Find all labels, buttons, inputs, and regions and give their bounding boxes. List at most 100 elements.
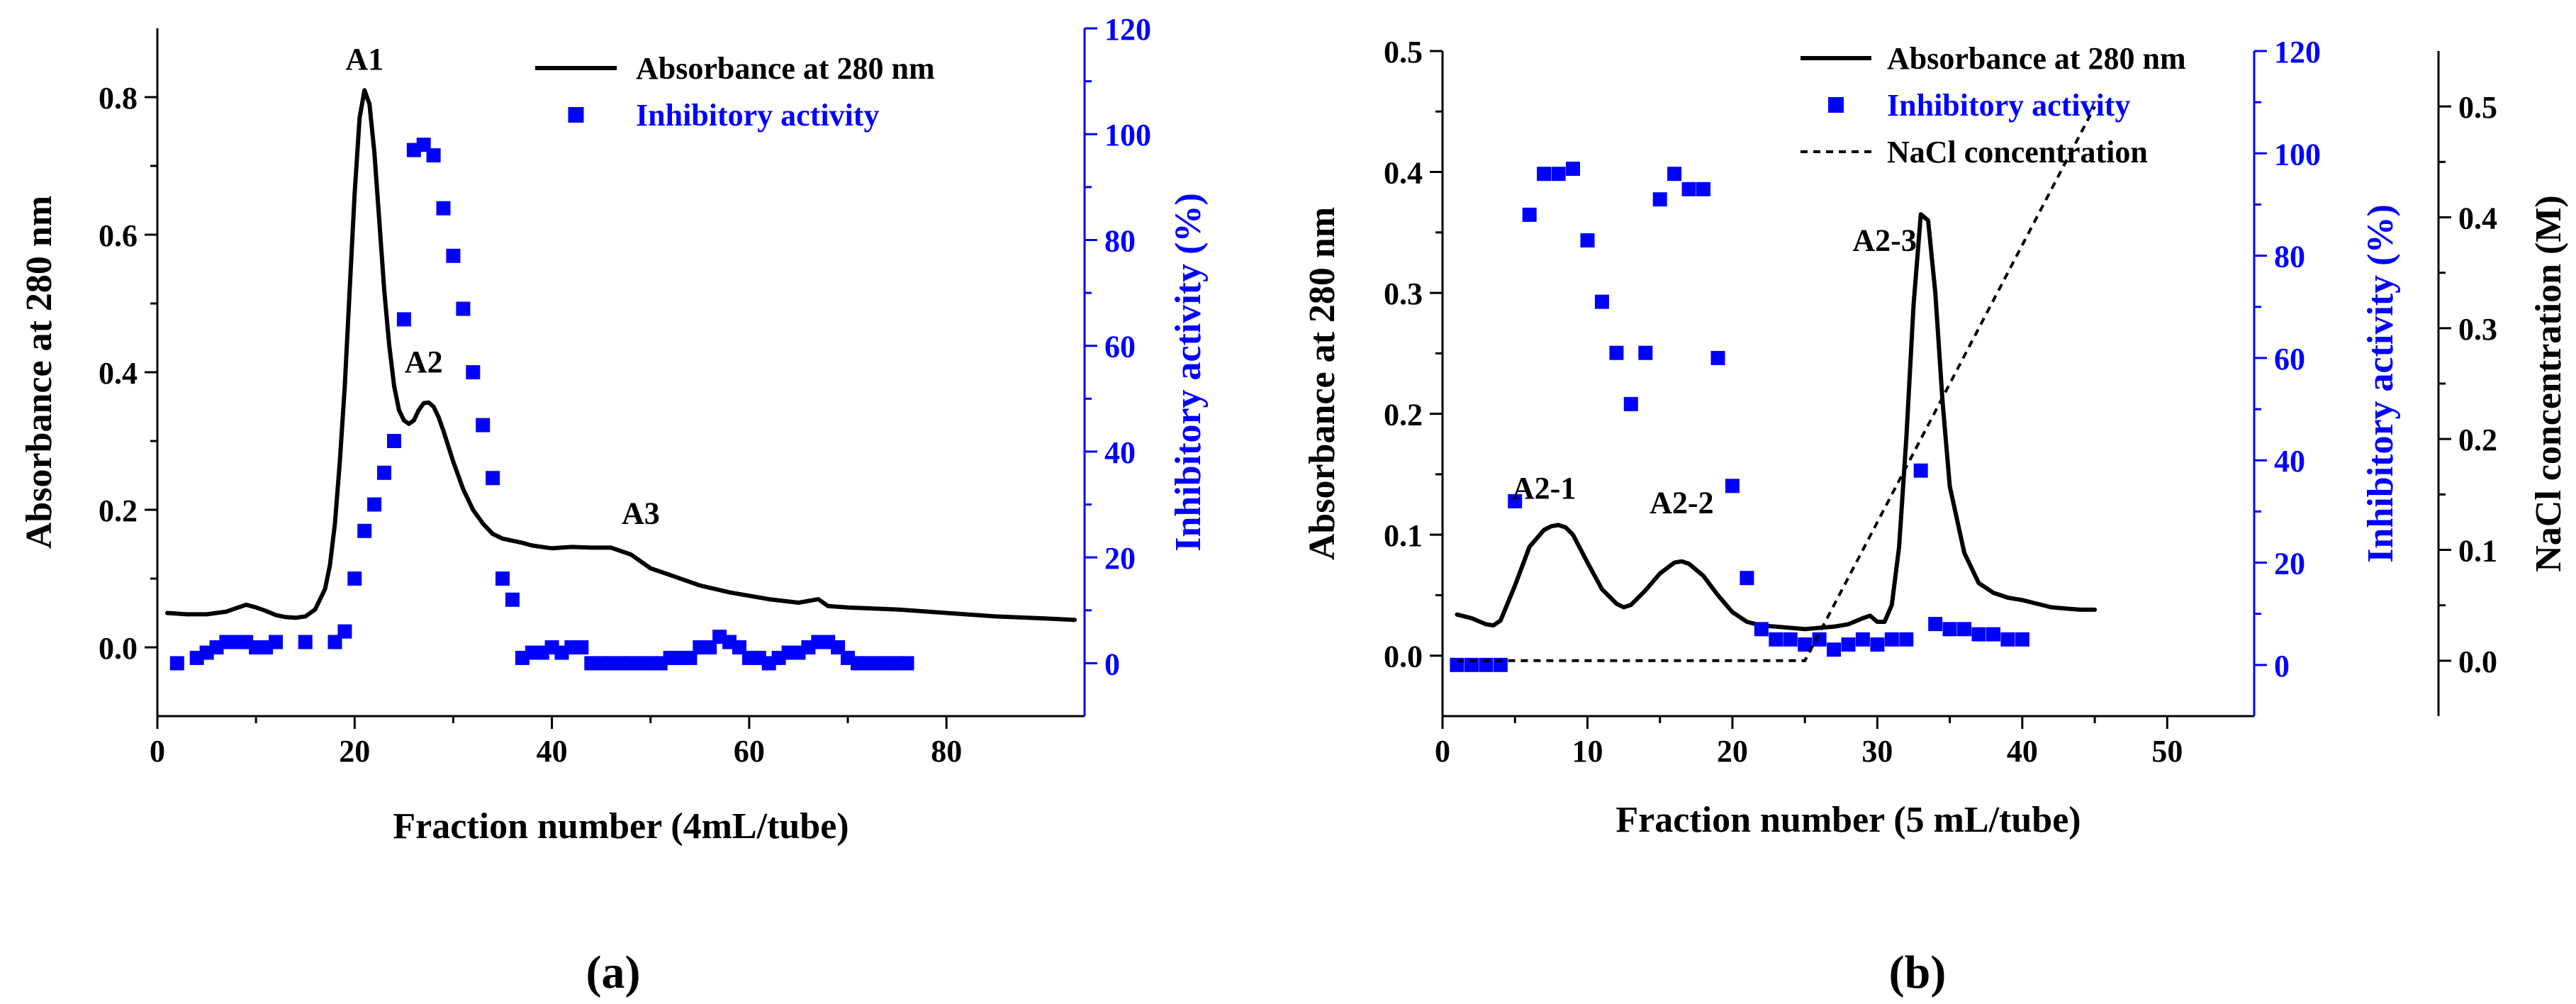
peak-label: A2-2: [1650, 485, 1713, 520]
activity-point: [1725, 479, 1740, 493]
activity-point: [1769, 632, 1783, 647]
activity-point: [396, 312, 411, 327]
y-tick-label-right: 60: [1104, 330, 1136, 364]
activity-point: [1812, 632, 1827, 647]
x-tick-label: 40: [537, 734, 568, 769]
activity-point: [1754, 622, 1769, 637]
x-tick-label: 80: [931, 734, 962, 769]
activity-point: [1783, 632, 1798, 647]
y-tick-label-right: 120: [1104, 12, 1151, 47]
activity-point: [357, 523, 372, 538]
activity-point: [377, 465, 391, 480]
panel-label-b: (b): [1889, 947, 1947, 998]
y-tick-label-right: 40: [1104, 435, 1136, 470]
y-tick-label-right: 80: [2274, 240, 2305, 274]
y-tick-label-left: 0.2: [1384, 398, 1423, 433]
activity-point: [1623, 396, 1638, 411]
panel-a: 0 20 40 60 80 0.0 0.2 0.4 0.6 0.8 0 20 40 60 80 100 120 F…: [19, 12, 1209, 847]
peak-label: A1: [345, 42, 383, 77]
activity-point: [456, 301, 471, 316]
y-tick-label-left: 0.1: [1384, 518, 1423, 553]
absorbance-line: [1455, 212, 2098, 632]
activity-point: [426, 148, 441, 163]
activity-point: [1537, 167, 1552, 182]
y-tick-label-right: 0: [2274, 649, 2290, 684]
activity-point: [1551, 167, 1566, 182]
y-tick-label-right: 100: [2274, 137, 2321, 172]
activity-point: [1913, 463, 1928, 478]
activity-point: [495, 571, 510, 586]
y-tick-label-left: 0.4: [1384, 156, 1423, 191]
panel-label-a: (a): [586, 947, 641, 998]
peak-label: A2-1: [1512, 471, 1576, 506]
nacl-gradient-line: [1457, 106, 2096, 662]
y-tick-label-third: 0.5: [2458, 90, 2497, 125]
activity-point: [269, 635, 283, 649]
activity-point: [574, 640, 589, 654]
x-tick-label: 60: [734, 734, 765, 769]
activity-point: [1580, 233, 1595, 247]
activity-point: [1609, 345, 1624, 360]
y-tick-label-right: 40: [2274, 444, 2305, 479]
activity-point: [347, 571, 362, 586]
activity-point: [1740, 571, 1754, 586]
y-axis-left-label: Absorbance at 280 nm: [19, 196, 60, 549]
y-tick-label-left: 0.0: [99, 631, 138, 666]
activity-point: [1710, 350, 1725, 365]
y-tick-label-left: 0.5: [1384, 35, 1423, 69]
y-tick-label-right: 0: [1104, 647, 1120, 681]
activity-point: [387, 434, 401, 448]
y-tick-label-right: 80: [1104, 223, 1136, 258]
x-tick-label: 20: [1717, 734, 1748, 769]
activity-point: [1855, 632, 1870, 647]
y-tick-label-left: 0.8: [99, 81, 138, 116]
panel-b: 0 10 20 30 40 50 0.0 0.1 0.2 0.3 0.4 0.5 0 20 40 60 80 10…: [1302, 35, 2569, 840]
activity-point: [505, 592, 520, 607]
y-axis-left-label: Absorbance at 280 nm: [1302, 207, 1343, 560]
absorbance-line: [164, 88, 1077, 623]
activity-point: [1870, 637, 1885, 652]
y-axis-right-label: Inhibitory activity (%): [1168, 193, 1209, 552]
activity-point: [367, 497, 382, 512]
y-tick-label-third: 0.0: [2458, 645, 2497, 679]
peak-label: A2: [405, 345, 443, 379]
activity-point: [486, 471, 500, 486]
y-tick-label-right: 20: [2274, 547, 2305, 581]
y-tick-label-third: 0.1: [2458, 534, 2497, 569]
peak-label: A2-3: [1852, 223, 1916, 257]
activity-point: [298, 635, 313, 649]
activity-point: [2000, 632, 2015, 647]
x-tick-label: 40: [2007, 734, 2038, 769]
activity-point: [1681, 182, 1696, 196]
activity-point: [1841, 637, 1856, 652]
x-axis-label: Fraction number (5 mL/tube): [1615, 800, 2081, 840]
activity-point: [476, 418, 491, 433]
legend-label: Absorbance at 280 nm: [1887, 41, 2186, 76]
y-tick-label-left: 0.4: [99, 356, 138, 391]
activity-point: [1884, 632, 1899, 647]
activity-point: [1508, 494, 1523, 508]
activity-point: [1942, 622, 1957, 637]
legend-label: Inhibitory activity: [636, 98, 879, 133]
y-axis-third-label: NaCl concentration (M): [2529, 195, 2569, 571]
legend-label: NaCl concentration: [1887, 135, 2148, 169]
y-axis-right-label: Inhibitory activity (%): [2361, 204, 2401, 563]
y-tick-label-third: 0.2: [2458, 423, 2497, 457]
y-tick-label-right: 120: [2274, 35, 2321, 69]
activity-point: [900, 656, 914, 671]
y-tick-label-right: 60: [2274, 342, 2305, 376]
peak-label: A3: [622, 496, 660, 530]
y-tick-label-third: 0.3: [2458, 312, 2497, 347]
y-tick-label-right: 20: [1104, 541, 1136, 576]
activity-point: [1986, 627, 2000, 642]
activity-point: [1652, 192, 1667, 207]
legend-label: Absorbance at 280 nm: [636, 51, 935, 86]
activity-point: [466, 365, 481, 379]
y-tick-label-left: 0.6: [99, 218, 138, 253]
legend-square-activity: [568, 107, 584, 123]
activity-point: [1594, 294, 1609, 309]
activity-point: [1957, 622, 1972, 637]
x-tick-label: 0: [150, 734, 165, 769]
y-tick-label-right: 100: [1104, 118, 1151, 152]
